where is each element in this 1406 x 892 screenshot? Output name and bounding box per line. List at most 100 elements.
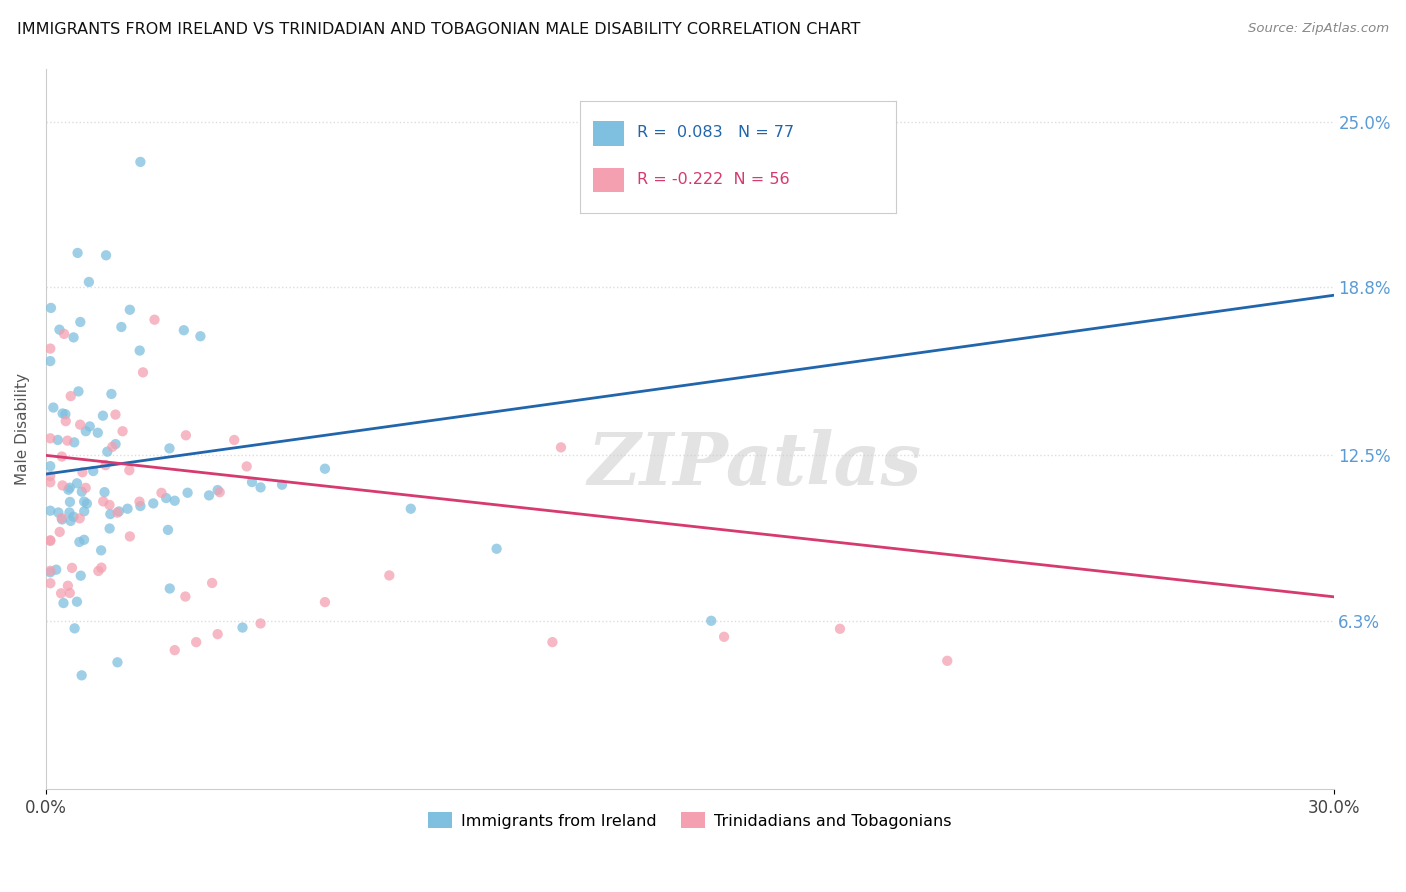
Point [207, 483, 229, 497]
Point [39, 459, 62, 474]
Point [231, 621, 253, 635]
Point [62, 509, 84, 524]
Point [69, 315, 91, 329]
Point [87, 425, 110, 440]
Point [51, 511, 73, 525]
Point [314, 461, 336, 475]
Point [98, 498, 121, 512]
Point [240, 475, 263, 489]
Point [39, 504, 62, 518]
Point [59, 495, 82, 509]
Point [550, 441, 572, 455]
Point [176, 485, 198, 500]
Point [163, 643, 186, 657]
Point [271, 477, 294, 491]
Point [90, 560, 112, 574]
Point [235, 459, 257, 474]
Point [73, 533, 96, 547]
Point [190, 329, 212, 343]
Point [155, 491, 177, 505]
Point [79, 419, 101, 434]
Point [62, 330, 84, 344]
Point [52, 407, 75, 421]
Point [70, 484, 93, 499]
Point [107, 656, 129, 670]
Point [108, 504, 131, 518]
Point [98, 507, 121, 521]
Point [117, 501, 139, 516]
Point [713, 630, 735, 644]
Point [128, 494, 150, 508]
Point [76, 497, 98, 511]
Point [198, 488, 221, 502]
Point [93, 485, 115, 500]
Point [82, 464, 104, 478]
Point [142, 496, 165, 510]
Point [828, 622, 851, 636]
Point [39, 301, 62, 315]
Point [163, 493, 186, 508]
Legend: Immigrants from Ireland, Trinidadians and Tobagonians: Immigrants from Ireland, Trinidadians an… [422, 805, 959, 835]
Point [51, 478, 73, 492]
Point [132, 365, 155, 379]
Point [378, 568, 401, 582]
Point [51, 512, 73, 526]
Point [87, 564, 110, 578]
Point [129, 499, 152, 513]
Point [936, 654, 959, 668]
Point [314, 595, 336, 609]
Point [59, 586, 82, 600]
Point [39, 576, 62, 591]
Point [399, 501, 422, 516]
Text: Source: ZipAtlas.com: Source: ZipAtlas.com [1249, 22, 1389, 36]
Point [91, 409, 114, 423]
Point [59, 514, 82, 528]
Point [201, 576, 224, 591]
Point [110, 320, 132, 334]
Point [66, 246, 89, 260]
Point [69, 417, 91, 432]
Point [173, 323, 195, 337]
Point [207, 627, 229, 641]
Point [39, 431, 62, 445]
Point [249, 616, 271, 631]
Point [100, 387, 122, 401]
Point [66, 476, 89, 491]
Point [159, 582, 181, 596]
Point [39, 533, 62, 548]
Point [94, 248, 117, 262]
Point [159, 442, 181, 456]
Point [104, 437, 127, 451]
Point [73, 494, 96, 508]
Point [49, 586, 72, 600]
Point [55, 407, 77, 421]
Point [56, 434, 79, 448]
Point [46, 506, 69, 520]
Point [58, 505, 80, 519]
Point [59, 481, 82, 495]
Point [150, 486, 173, 500]
Point [104, 408, 127, 422]
Point [39, 342, 62, 356]
Point [105, 506, 128, 520]
Point [52, 596, 75, 610]
Point [90, 543, 112, 558]
Point [208, 485, 231, 500]
Point [39, 475, 62, 490]
Point [45, 563, 67, 577]
Point [42, 401, 65, 415]
Point [111, 424, 134, 438]
Point [101, 440, 124, 454]
Point [485, 541, 508, 556]
Point [91, 494, 114, 508]
Point [70, 668, 93, 682]
Point [39, 566, 62, 580]
Point [67, 535, 90, 549]
Point [75, 481, 97, 495]
Point [63, 435, 86, 450]
Text: ZIPatlas: ZIPatlas [588, 429, 921, 500]
Point [60, 561, 83, 575]
Point [39, 564, 62, 578]
Point [39, 533, 62, 548]
Point [51, 450, 73, 464]
